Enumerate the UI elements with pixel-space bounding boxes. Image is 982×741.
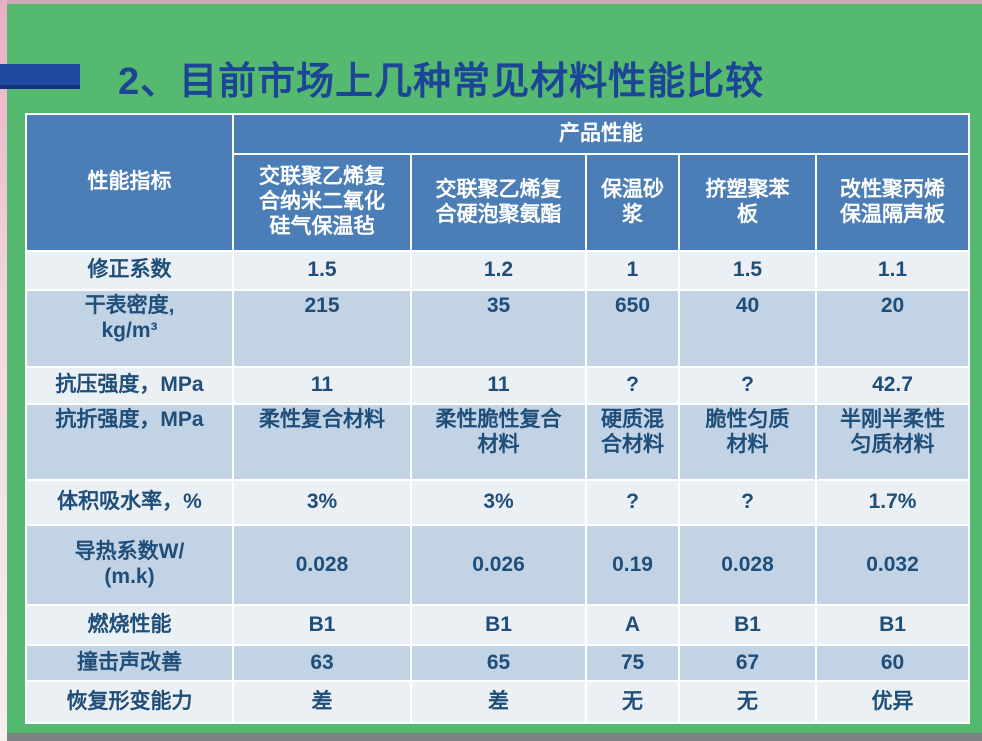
column-header-material-2: 交联聚乙烯复 合硬泡聚氨酯 [410,153,587,252]
cell-value: 硬质混 合材料 [585,403,680,481]
group-header: 产品性能 [232,113,970,155]
cell-value: ? [678,366,817,405]
row-label: 干表密度, kg/m³ [25,289,234,368]
row-label: 导热系数W/ (m.k) [25,524,234,606]
cell-value: 35 [410,289,587,368]
row-label: 修正系数 [25,250,234,291]
cell-value: 20 [815,289,970,368]
cell-value: 40 [678,289,817,368]
table-row-correction-factor: 修正系数 1.5 1.2 1 1.5 1.1 [25,250,970,291]
column-header-material-5: 改性聚丙烯 保温隔声板 [815,153,970,252]
cell-value: B1 [232,604,412,646]
cell-value: A [585,604,680,646]
cell-value: 67 [678,644,817,682]
cell-value: 11 [232,366,412,405]
table-row-thermal-conductivity: 导热系数W/ (m.k) 0.028 0.026 0.19 0.028 0.03… [25,524,970,606]
materials-comparison-table: 性能指标 产品性能 交联聚乙烯复 合纳米二氧化 硅气保温毡 交联聚乙烯复 合硬泡… [25,113,970,724]
column-header-material-4: 挤塑聚苯 板 [678,153,817,252]
column-header-row: 交联聚乙烯复 合纳米二氧化 硅气保温毡 交联聚乙烯复 合硬泡聚氨酯 保温砂 浆 … [26,153,970,252]
cell-value: 半刚半柔性 匀质材料 [815,403,970,481]
slide-frame-bottom [0,733,982,741]
cell-value: 42.7 [815,366,970,405]
table-row-water-absorption: 体积吸水率，% 3% 3% ? ? 1.7% [25,479,970,526]
row-label: 撞击声改善 [25,644,234,682]
slide-frame-top [0,0,982,4]
cell-value: 1.7% [815,479,970,526]
cell-value: 650 [585,289,680,368]
cell-value: B1 [410,604,587,646]
cell-value: 215 [232,289,412,368]
table-row-dry-density: 干表密度, kg/m³ 215 35 650 40 20 [25,289,970,368]
slide-frame-left [0,0,7,741]
table-row-combustion-performance: 燃烧性能 B1 B1 A B1 B1 [25,604,970,646]
group-header-row: 性能指标 产品性能 [25,113,970,252]
cell-value: B1 [815,604,970,646]
row-label: 恢复形变能力 [25,680,234,724]
cell-value: 1.5 [232,250,412,291]
slide-title: 2、目前市场上几种常见材料性能比较 [118,61,765,103]
title-accent-bar [0,64,80,89]
cell-value: 0.032 [815,524,970,606]
table-row-flexural-strength: 抗折强度，MPa 柔性复合材料 柔性脆性复合 材料 硬质混 合材料 脆性匀质 材… [25,403,970,481]
cell-value: 75 [585,644,680,682]
cell-value: 3% [232,479,412,526]
column-header-material-1: 交联聚乙烯复 合纳米二氧化 硅气保温毡 [232,153,412,252]
row-label: 燃烧性能 [25,604,234,646]
cell-value: 柔性复合材料 [232,403,412,481]
cell-value: 63 [232,644,412,682]
cell-value: ? [585,479,680,526]
cell-value: 0.028 [678,524,817,606]
row-label: 抗压强度，MPa [25,366,234,405]
table-row-compressive-strength: 抗压强度，MPa 11 11 ? ? 42.7 [25,366,970,405]
cell-value: 1 [585,250,680,291]
cell-value: 1.2 [410,250,587,291]
table-row-shape-recovery: 恢复形变能力 差 差 无 无 优异 [25,680,970,724]
corner-header: 性能指标 [25,113,234,252]
cell-value: ? [585,366,680,405]
cell-value: 65 [410,644,587,682]
table-row-impact-sound-improvement: 撞击声改善 63 65 75 67 60 [25,644,970,682]
cell-value: 脆性匀质 材料 [678,403,817,481]
cell-value: 1.5 [678,250,817,291]
cell-value: 0.19 [585,524,680,606]
cell-value: B1 [678,604,817,646]
cell-value: 11 [410,366,587,405]
cell-value: 柔性脆性复合 材料 [410,403,587,481]
cell-value: 无 [678,680,817,724]
row-label: 体积吸水率，% [25,479,234,526]
cell-value: 差 [232,680,412,724]
cell-value: 差 [410,680,587,724]
cell-value: 1.1 [815,250,970,291]
row-label: 抗折强度，MPa [25,403,234,481]
cell-value: ? [678,479,817,526]
cell-value: 无 [585,680,680,724]
cell-value: 0.026 [410,524,587,606]
column-header-material-3: 保温砂 浆 [585,153,680,252]
cell-value: 优异 [815,680,970,724]
cell-value: 60 [815,644,970,682]
cell-value: 3% [410,479,587,526]
cell-value: 0.028 [232,524,412,606]
